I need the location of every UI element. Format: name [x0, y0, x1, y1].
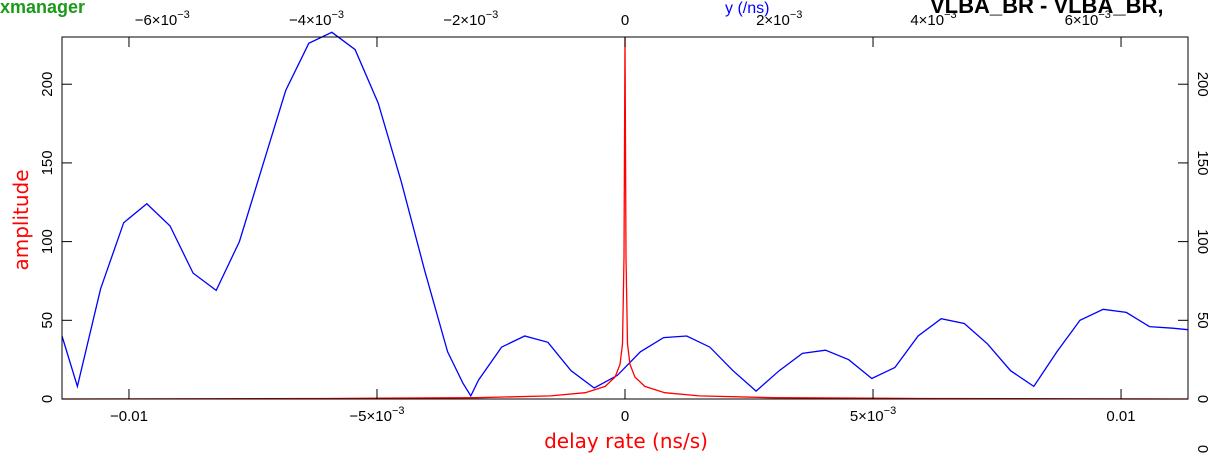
top-tick-label: −2×10−3 — [443, 9, 498, 29]
app-name: xmanager — [0, 0, 85, 17]
right-tick-label: 150 — [1194, 150, 1211, 175]
top-tick-label: −4×10−3 — [289, 9, 344, 29]
series-line-1 — [61, 36, 1189, 400]
right-extra-tick-label: 0 — [1194, 445, 1211, 453]
series-layer — [61, 31, 1189, 400]
axes-layer: −0.01 −5×10−3 0 5×10−3 0.01 −6×10−3 −4×10−3 −2×… — [39, 9, 1211, 453]
bottom-tick-label: −0.01 — [110, 408, 148, 425]
left-tick-label: 0 — [39, 395, 56, 403]
top-tick-label: −6×10−3 — [135, 9, 190, 29]
left-tick-label: 100 — [39, 229, 56, 254]
baseline-label: VLBA_BR - VLBA_BR, — [930, 0, 1163, 18]
bottom-tick-label: 0.01 — [1106, 408, 1135, 425]
series-line-0 — [61, 31, 1189, 398]
bottom-tick-label: −5×10−3 — [349, 405, 404, 425]
right-tick-label: 200 — [1194, 72, 1211, 97]
top-tick-label: 4×10−3 — [910, 9, 956, 29]
top-tick-label: 2×10−3 — [756, 9, 802, 29]
right-tick-label: 100 — [1194, 229, 1211, 254]
bottom-tick-label: 5×10−3 — [850, 405, 896, 425]
top-tick-label: 6×10−3 — [1065, 9, 1111, 29]
top-axis-title: y (/ns) — [725, 0, 769, 17]
x-axis-label: delay rate (ns/s) — [544, 429, 708, 453]
left-tick-label: 50 — [39, 312, 56, 329]
bottom-tick-label: 0 — [621, 408, 629, 425]
y-axis-label: amplitude — [9, 169, 33, 270]
left-tick-label: 150 — [39, 150, 56, 175]
right-tick-label: 0 — [1194, 395, 1211, 403]
right-tick-label: 50 — [1194, 312, 1211, 329]
top-tick-label: 0 — [621, 12, 629, 29]
left-tick-label: 200 — [39, 72, 56, 97]
